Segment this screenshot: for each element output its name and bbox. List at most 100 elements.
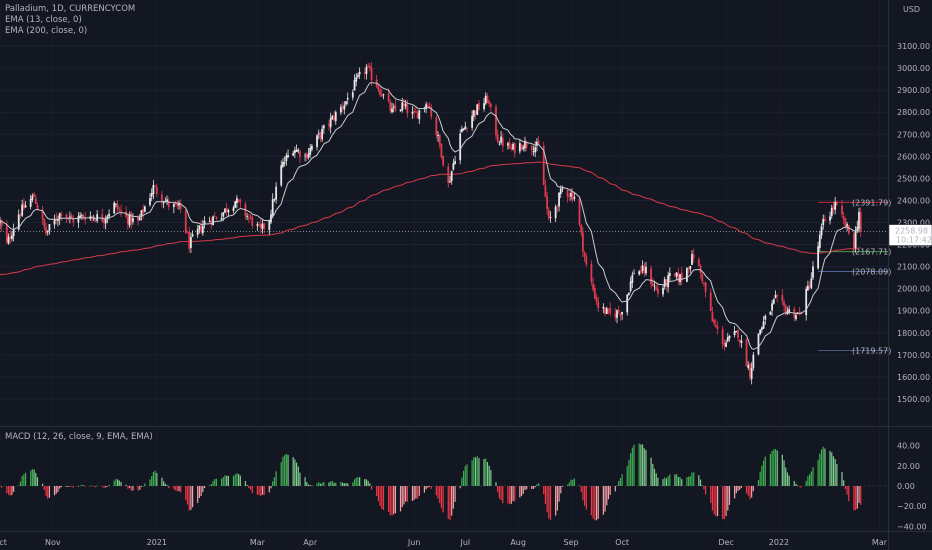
candle xyxy=(817,241,820,270)
candle xyxy=(568,192,571,201)
candle xyxy=(9,230,12,245)
macd-bar xyxy=(47,486,49,499)
candle xyxy=(762,316,765,329)
candle xyxy=(486,92,489,104)
candle-body xyxy=(781,295,784,301)
candle-body xyxy=(488,101,491,104)
macd-bar xyxy=(30,470,32,486)
candle-body xyxy=(760,327,763,330)
candle-body xyxy=(179,203,182,209)
macd-bar xyxy=(341,482,344,486)
macd-bar xyxy=(727,486,729,511)
macd-bar xyxy=(698,475,700,486)
candle-body xyxy=(561,188,564,190)
candles[interactable] xyxy=(0,62,862,385)
candle xyxy=(334,110,337,125)
macd-bar xyxy=(239,475,241,486)
macd-bar xyxy=(227,475,229,486)
candle-body xyxy=(460,128,463,133)
macd-bar xyxy=(464,466,466,486)
candle xyxy=(805,286,808,321)
time-tick-label: 2022 xyxy=(769,538,789,547)
candle xyxy=(651,277,654,287)
candle xyxy=(626,294,629,316)
macd-bar xyxy=(843,480,845,486)
candle xyxy=(474,110,477,120)
candle-body xyxy=(84,217,87,221)
candle-body xyxy=(321,128,324,140)
candle-body xyxy=(757,333,760,355)
macd-bar xyxy=(388,486,390,512)
candle-body xyxy=(578,198,581,225)
candle xyxy=(679,273,681,286)
candle-body xyxy=(189,236,192,248)
macd-bar xyxy=(691,472,693,486)
macd-bar xyxy=(844,486,846,490)
price-tick-label: 2500.00 xyxy=(897,174,930,183)
candle xyxy=(471,110,474,131)
candle-body xyxy=(549,217,552,218)
time-axis[interactable]: Oct Nov 2021 Mar Apr Jun Jul Aug Sep Oct Dec 2022 Ma… xyxy=(0,538,888,547)
candle xyxy=(357,72,359,79)
macd-bar xyxy=(536,484,538,486)
macd-bar xyxy=(747,486,749,496)
macd-bar xyxy=(556,486,558,511)
candle-body xyxy=(150,193,153,197)
macd-bar xyxy=(306,482,308,486)
candle xyxy=(208,216,211,223)
candle-body xyxy=(714,324,717,327)
macd-bar xyxy=(268,486,270,493)
candle xyxy=(602,303,605,314)
candle xyxy=(738,339,741,347)
candle-body xyxy=(293,150,296,154)
macd-bar xyxy=(631,447,633,486)
candle xyxy=(653,280,656,292)
candle-body xyxy=(425,104,428,109)
macd-bar xyxy=(616,485,618,487)
candle xyxy=(583,250,586,262)
candle-body xyxy=(513,143,516,153)
candle-body xyxy=(224,208,226,213)
macd-bar xyxy=(345,483,347,486)
candle xyxy=(460,125,463,133)
time-tick-label: 2021 xyxy=(147,538,167,547)
candle xyxy=(155,183,158,198)
macd-bar xyxy=(507,486,509,504)
candle-body xyxy=(33,194,35,197)
candle-body xyxy=(810,278,813,289)
macd-bar xyxy=(101,486,103,487)
candle xyxy=(834,196,837,215)
candle xyxy=(459,129,462,165)
macd-bar xyxy=(841,471,843,486)
candle xyxy=(346,92,349,105)
candle-body xyxy=(311,145,313,150)
candle xyxy=(592,277,595,292)
macd-bar xyxy=(91,485,93,487)
candle-body xyxy=(103,219,105,223)
candle xyxy=(740,334,743,348)
macd-bar xyxy=(846,486,848,495)
macd-bar xyxy=(423,486,425,493)
macd-bar xyxy=(788,475,790,486)
macd-bar xyxy=(222,477,224,486)
candle-body xyxy=(416,112,419,119)
candle xyxy=(215,216,218,220)
candle xyxy=(341,101,344,113)
macd-bar xyxy=(161,477,163,486)
macd-bar xyxy=(103,486,105,488)
candle-body xyxy=(641,265,644,272)
candle xyxy=(418,109,421,125)
candle-body xyxy=(462,128,465,131)
price-tick-label: 3000.00 xyxy=(897,64,930,73)
candle-body xyxy=(404,103,407,107)
candle-body xyxy=(77,216,80,223)
candle-body xyxy=(297,150,300,152)
macd-bar xyxy=(495,482,497,486)
price-tick-label: 2800.00 xyxy=(897,108,930,117)
price-axis[interactable]: 3100.00 3000.00 2900.00 2800.00 2700.00 2600.… xyxy=(897,42,930,404)
candle xyxy=(513,142,516,158)
candle-body xyxy=(191,234,194,237)
price-level-label: (2391.79) xyxy=(852,198,891,207)
macd-bar xyxy=(9,486,11,496)
